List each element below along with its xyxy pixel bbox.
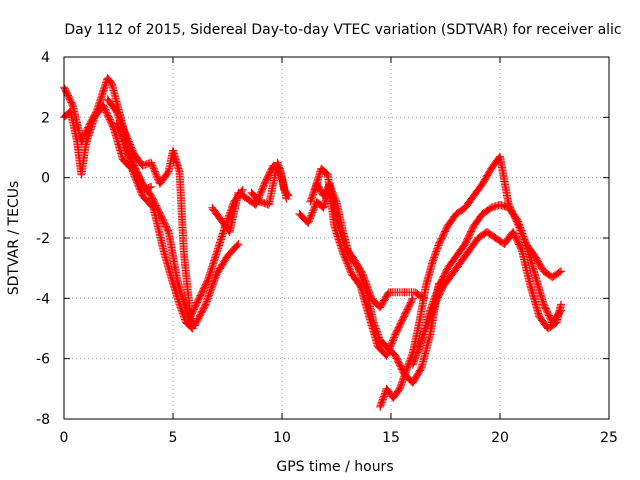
series-markers — [413, 228, 565, 357]
series-11 — [408, 200, 565, 369]
series-12 — [413, 228, 565, 357]
x-tick-label: 10 — [273, 430, 291, 446]
plot-frame — [63, 56, 610, 420]
x-tick-label: 20 — [491, 430, 509, 446]
chart-title: Day 112 of 2015, Sidereal Day-to-day VTE… — [64, 22, 621, 38]
series-markers — [247, 158, 291, 209]
series-markers — [112, 119, 243, 330]
series-4 — [112, 119, 243, 330]
x-axis-label: GPS time / hours — [276, 459, 393, 475]
y-tick-label: -6 — [36, 352, 50, 368]
series-markers — [408, 200, 565, 369]
x-tick-label: 15 — [382, 430, 400, 446]
x-tick-label: 25 — [600, 430, 618, 446]
series-3 — [103, 95, 247, 321]
axis-ticks: 0 5 10 15 20 25 -8 -6 -4 -2 0 2 4 — [36, 50, 618, 446]
series-markers — [310, 164, 417, 360]
y-tick-label: -8 — [36, 412, 50, 428]
y-axis-label: SDTVAR / TECUs — [6, 181, 22, 296]
data-points — [60, 74, 565, 411]
y-tick-label: -2 — [36, 231, 50, 247]
series-9 — [310, 164, 417, 360]
y-tick-label: -4 — [36, 291, 50, 307]
x-tick-label: 5 — [169, 430, 178, 446]
series-6 — [247, 158, 291, 209]
x-tick-label: 0 — [60, 430, 69, 446]
y-tick-label: 4 — [41, 50, 50, 66]
y-tick-label: 0 — [41, 171, 50, 187]
y-tick-label: 2 — [41, 110, 50, 126]
series-markers — [103, 95, 247, 321]
